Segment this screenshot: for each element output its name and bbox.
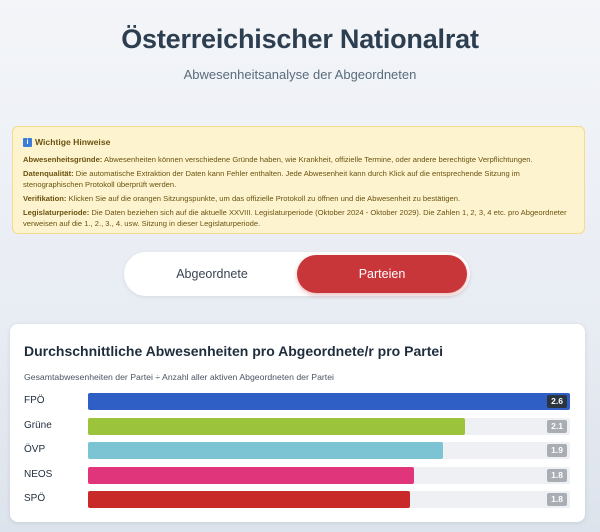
bar-label: ÖVP — [24, 444, 46, 455]
notice-item-text: Die automatische Extraktion der Daten ka… — [23, 169, 520, 189]
notice-box: i Wichtige Hinweise Abwesenheitsgründe: … — [12, 126, 585, 234]
notice-item-text: Die Daten beziehen sich auf die aktuelle… — [23, 208, 567, 228]
bar-value-label: 2.1 — [547, 419, 567, 433]
bar-row-övp: ÖVP 1.9 — [24, 442, 572, 459]
notice-item: Legislaturperiode: Die Daten beziehen si… — [23, 207, 574, 229]
notice-title-text: Wichtige Hinweise — [35, 137, 111, 147]
view-toggle: Abgeordnete Parteien — [124, 252, 470, 296]
tab-parteien[interactable]: Parteien — [297, 255, 467, 293]
bar-fill[interactable] — [88, 393, 570, 410]
bar-label: NEOS — [24, 468, 53, 480]
bar-track: 1.9 — [88, 442, 570, 459]
notice-title: i Wichtige Hinweise — [23, 137, 574, 148]
notice-item-label: Verifikation: — [23, 194, 67, 203]
bar-value-label: 1.9 — [547, 444, 567, 457]
bar-row-grüne: Grüne 2.1 — [24, 417, 572, 435]
bar-value-label: 1.8 — [547, 493, 567, 506]
bar-track: 1.8 — [88, 466, 570, 484]
notice-item: Abwesenheitsgründe: Abwesenheiten können… — [23, 154, 574, 165]
bar-fill[interactable] — [88, 417, 466, 435]
notice-item-text: Klicken Sie auf die orangen Sitzungspunk… — [66, 194, 461, 203]
bar-label: FPÖ — [24, 395, 45, 406]
bar-row-neos: NEOS 1.8 — [24, 466, 572, 484]
bar-value-label: 1.8 — [547, 468, 567, 482]
bar-fill[interactable] — [88, 491, 410, 508]
notice-item-text: Abwesenheiten können verschiedene Gründe… — [102, 155, 533, 164]
party-chart-card: Durchschnittliche Abwesenheiten pro Abge… — [10, 324, 585, 522]
tab-abgeordnete[interactable]: Abgeordnete — [176, 267, 248, 281]
notice-item-label: Datenqualität: — [23, 169, 74, 178]
info-icon: i — [23, 138, 32, 147]
page-subtitle: Abwesenheitsanalyse der Abgeordneten — [183, 67, 417, 82]
bar-label: SPÖ — [24, 493, 46, 504]
page-title: Österreichischer Nationalrat — [121, 24, 479, 54]
bar-value-label: 2.6 — [547, 395, 567, 408]
bar-row-fpö: FPÖ 2.6 — [24, 393, 572, 410]
notice-item-label: Legislaturperiode: — [23, 208, 90, 217]
bar-track: 1.8 — [88, 491, 570, 508]
chart-subtitle: Gesamtabwesenheiten der Partei ÷ Anzahl … — [24, 372, 334, 382]
bar-label: Grüne — [24, 419, 52, 431]
notice-item-label: Abwesenheitsgründe: — [23, 155, 103, 164]
notice-item: Verifikation: Klicken Sie auf die orange… — [23, 193, 574, 204]
chart-title: Durchschnittliche Abwesenheiten pro Abge… — [24, 343, 444, 359]
bar-track: 2.6 — [88, 393, 570, 410]
bar-row-spö: SPÖ 1.8 — [24, 491, 572, 508]
bar-fill[interactable] — [88, 466, 414, 484]
bar-fill[interactable] — [88, 442, 444, 459]
notice-item: Datenqualität: Die automatische Extrakti… — [23, 168, 574, 190]
bar-track: 2.1 — [88, 417, 570, 435]
